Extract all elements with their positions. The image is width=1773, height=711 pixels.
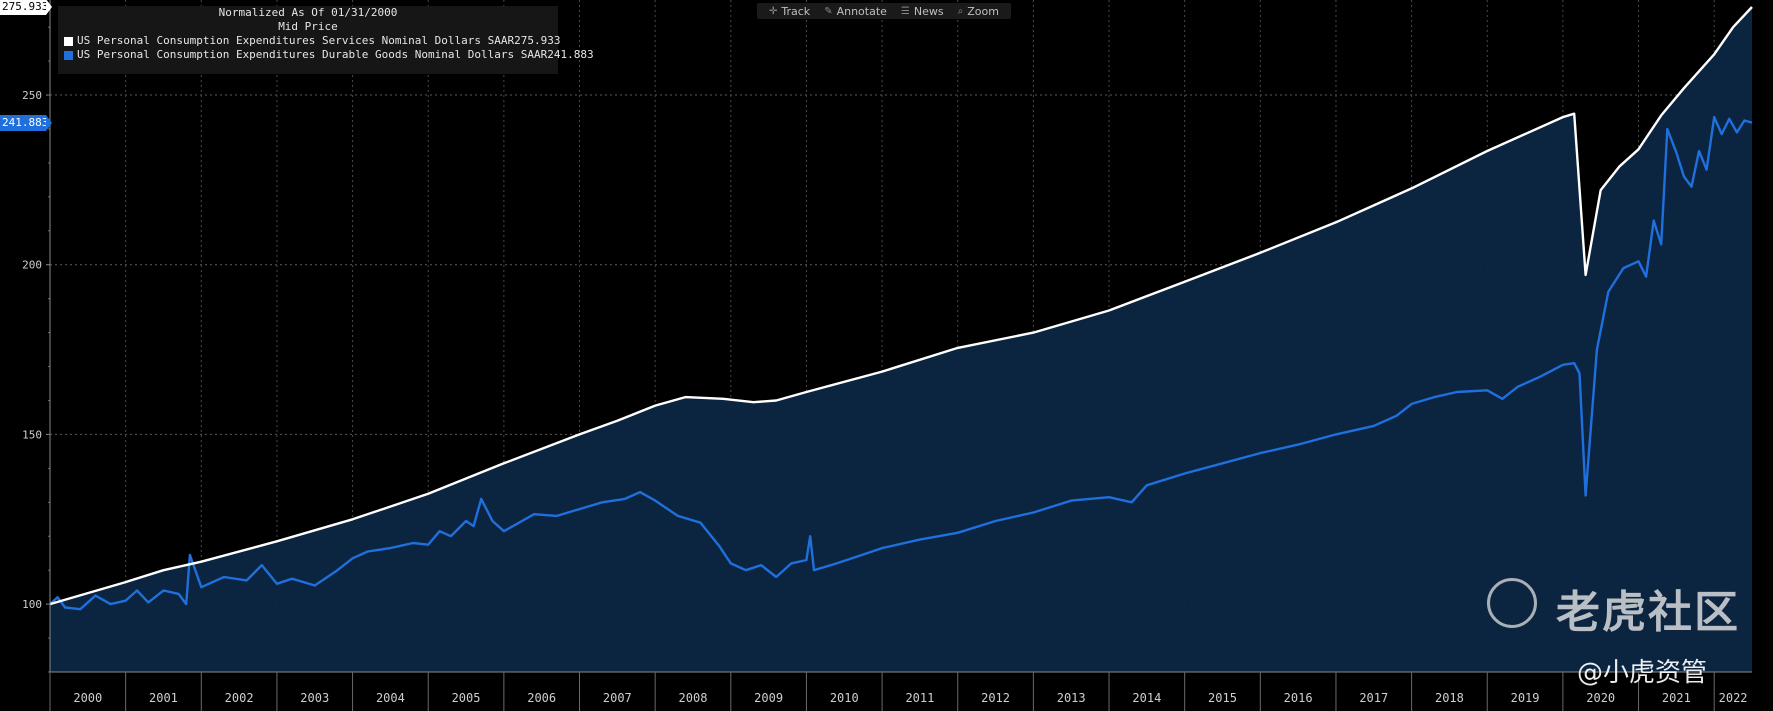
y-tick-label: 100 [22,598,42,611]
legend-label-durables: US Personal Consumption Expenditures Dur… [77,48,548,61]
legend-entry-durables[interactable]: US Personal Consumption Expenditures Dur… [58,48,594,62]
x-tick-label: 2013 [1057,691,1086,705]
legend-label-services: US Personal Consumption Expenditures Ser… [77,34,515,47]
x-tick-label: 2008 [679,691,708,705]
x-tick-label: 2003 [300,691,329,705]
x-tick-label: 2005 [452,691,481,705]
axes: 100 150 200 250 2000 2001 2002 2003 2004 2005 2006… [22,0,1752,711]
zoom-button[interactable]: ⌕ Zoom [952,3,1005,19]
legend-title: Normalized As Of 01/31/2000 [218,6,398,19]
chart-legend: Normalized As Of 01/31/2000 Mid Price US… [58,6,594,74]
x-tick-label: 2015 [1208,691,1237,705]
durables-line [49,115,1753,611]
x-tick-label: 2020 [1586,691,1615,705]
services-area-fill [50,7,1752,672]
watermark-brand: 老虎社区 [1556,587,1740,638]
watermark-handle: @小虎资管 [1577,658,1708,688]
last-value-tag-services: 275.933 [0,0,52,16]
x-tick-label: 2019 [1511,691,1540,705]
y-tick-label: 200 [22,259,42,272]
zoom-icon: ⌕ [957,5,964,17]
x-tick-label: 2002 [225,691,254,705]
y-tick-label: 250 [22,89,42,102]
services-area [50,7,1752,672]
legend-value-durables: 241.883 [547,48,594,61]
annotate-button[interactable]: ✎ Annotate [818,3,893,19]
x-tick-label: 2009 [754,691,783,705]
track-button[interactable]: ✛ Track [763,3,816,19]
track-label: Track [781,4,811,18]
annotate-label: Annotate [836,4,887,18]
pencil-icon: ✎ [824,5,833,17]
last-value-tag-durables: 241.883 [0,114,52,131]
x-tick-label: 2007 [603,691,632,705]
news-icon: ☰ [900,5,910,17]
legend-value-services: 275.933 [514,34,561,47]
legend-swatch-services [64,36,73,46]
x-tick-label: 2014 [1132,691,1161,705]
x-tick-label: 2012 [981,691,1010,705]
crosshair-icon: ✛ [769,5,778,17]
x-tick-label: 2004 [376,691,405,705]
legend-subtitle: Mid Price [278,20,338,33]
legend-entry-services[interactable]: US Personal Consumption Expenditures Ser… [58,34,560,48]
x-tick-label: 2018 [1435,691,1464,705]
x-tick-label: 2011 [905,691,934,705]
zoom-label: Zoom [967,4,999,18]
legend-swatch-durables [64,50,73,60]
x-tick-label: 2006 [527,691,556,705]
services-line [49,6,1753,606]
tiger-logo-icon [1487,578,1537,628]
news-button[interactable]: ☰ News [895,3,950,19]
x-tick-label: 2010 [830,691,859,705]
x-tick-label: 2000 [73,691,102,705]
chart-toolbar: ✛ Track ✎ Annotate ☰ News ⌕ Zoom [757,3,1011,19]
x-tick-label: 2001 [149,691,178,705]
news-label: News [913,4,944,18]
series-lines [49,6,1753,611]
y-tick-label: 150 [22,428,42,441]
x-tick-label: 2017 [1359,691,1388,705]
x-tick-label: 2022 [1719,691,1748,705]
x-tick-label: 2016 [1284,691,1313,705]
x-tick-label: 2021 [1662,691,1691,705]
